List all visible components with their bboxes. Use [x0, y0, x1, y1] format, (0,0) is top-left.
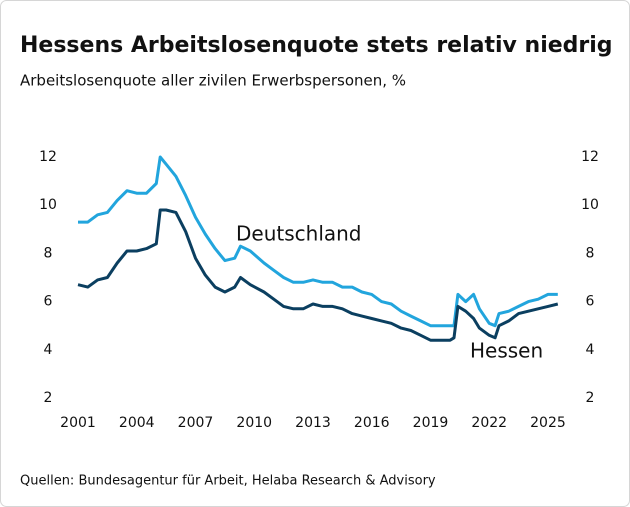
- series-label: Hessen: [470, 339, 543, 363]
- y2-tick-label: 10: [581, 197, 599, 213]
- y-tick-label: 12: [39, 149, 57, 165]
- y-tick-label: 10: [39, 197, 57, 213]
- x-tick-label: 2019: [413, 415, 449, 431]
- chart-subtitle: Arbeitslosenquote aller zivilen Erwerbsp…: [20, 72, 406, 90]
- series-label: Deutschland: [236, 222, 362, 246]
- x-tick-label: 2025: [530, 415, 566, 431]
- y-tick-label: 2: [44, 390, 53, 406]
- x-tick-label: 2001: [60, 415, 96, 431]
- series-line: [78, 155, 558, 328]
- y-tick-label: 4: [44, 342, 53, 358]
- x-tick-label: 2010: [236, 415, 272, 431]
- x-tick-label: 2022: [471, 415, 507, 431]
- series-line: [77, 208, 559, 342]
- y2-tick-label: 4: [586, 342, 595, 358]
- chart-title: Hessens Arbeitslosenquote stets relativ …: [20, 33, 613, 58]
- y-tick-label: 8: [44, 245, 53, 261]
- y-tick-label: 6: [44, 294, 53, 310]
- x-tick-label: 2007: [178, 415, 214, 431]
- x-tick-label: 2013: [295, 415, 331, 431]
- y2-tick-label: 2: [586, 390, 595, 406]
- source: Quellen: Bundesagentur für Arbeit, Helab…: [20, 474, 436, 489]
- x-tick-label: 2016: [354, 415, 390, 431]
- y2-tick-label: 6: [586, 294, 595, 310]
- y2-tick-label: 8: [586, 245, 595, 261]
- y2-tick-label: 12: [581, 149, 599, 165]
- x-tick-label: 2004: [119, 415, 155, 431]
